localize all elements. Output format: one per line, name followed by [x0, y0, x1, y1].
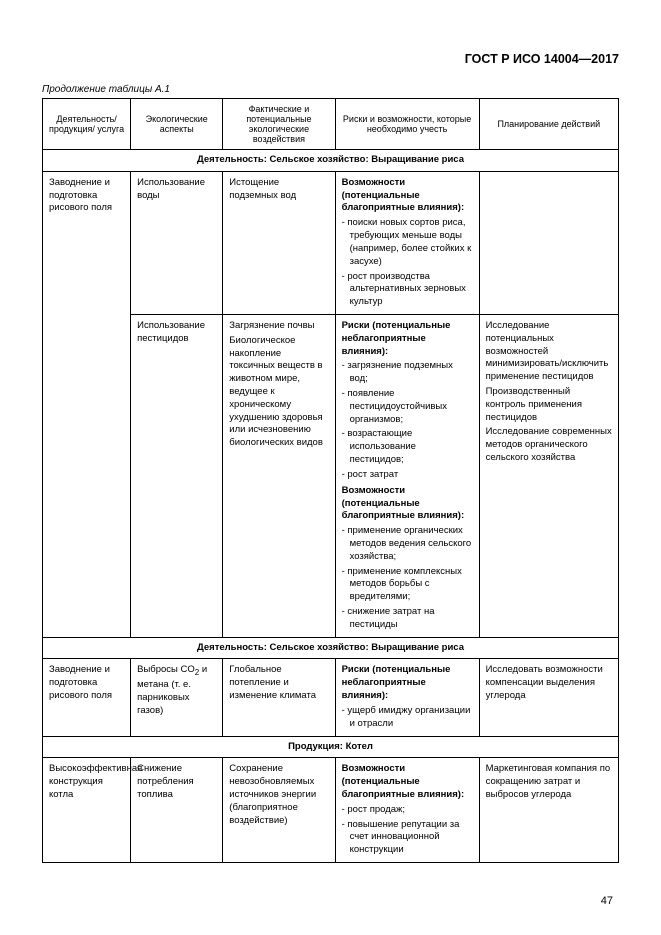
cell-activity: Высокоэффективная конструкция котла — [43, 758, 131, 863]
table-row: Заводнение и подготовка рисового поля Ис… — [43, 171, 619, 314]
cell-impact: Загрязнение почвы Биологическое накоплен… — [223, 314, 335, 637]
col-activity: Деятельность/ продукция/ услуга — [43, 99, 131, 150]
table-header-row: Деятельность/ продукция/ услуга Экологич… — [43, 99, 619, 150]
col-risks: Риски и возможности, которые необходимо … — [335, 99, 479, 150]
cell-actions: Маркетинговая компания по сокращению зат… — [479, 758, 618, 863]
cell-impact: Сохранение невозобновляемых источников э… — [223, 758, 335, 863]
cell-actions: Исследовать возможности компенсации выде… — [479, 659, 618, 736]
cell-aspect: Выбросы CO2 и метана (т. е. парниковых г… — [131, 659, 223, 736]
doc-header: ГОСТ Р ИСО 14004—2017 — [42, 52, 619, 66]
cell-risks: Риски (потенциальные неблагоприятные вли… — [335, 314, 479, 637]
cell-impact: Истощение подземных вод — [223, 171, 335, 314]
table-continuation-caption: Продолжение таблицы А.1 — [42, 84, 619, 95]
col-aspects: Экологические аспекты — [131, 99, 223, 150]
cell-actions: Исследование потенциальных возможностей … — [479, 314, 618, 637]
cell-activity: Заводнение и подготовка рисового поля — [43, 659, 131, 736]
cell-actions — [479, 171, 618, 314]
cell-aspect: Использование пестицидов — [131, 314, 223, 637]
cell-risks: Риски (потенциальные неблагоприятные вли… — [335, 659, 479, 736]
cell-risks: Возможности (потенциальные благоприятные… — [335, 758, 479, 863]
specification-table: Деятельность/ продукция/ услуга Экологич… — [42, 98, 619, 863]
section-header: Деятельность: Сельское хозяйство: Выращи… — [43, 150, 619, 172]
table-row: Заводнение и подготовка рисового поля Вы… — [43, 659, 619, 736]
cell-risks: Возможности (потенциальные благоприятные… — [335, 171, 479, 314]
cell-activity: Заводнение и подготовка рисового поля — [43, 171, 131, 637]
section-header: Деятельность: Сельское хозяйство: Выращи… — [43, 637, 619, 659]
col-impacts: Фактические и потенциальные экологически… — [223, 99, 335, 150]
cell-aspect: Снижение потребления топлива — [131, 758, 223, 863]
table-row: Высокоэффективная конструкция котла Сниж… — [43, 758, 619, 863]
col-actions: Планирование действий — [479, 99, 618, 150]
cell-aspect: Использование воды — [131, 171, 223, 314]
section-header: Продукция: Котел — [43, 736, 619, 758]
page-number: 47 — [601, 895, 613, 907]
cell-impact: Глобальное потепление и изменение климат… — [223, 659, 335, 736]
